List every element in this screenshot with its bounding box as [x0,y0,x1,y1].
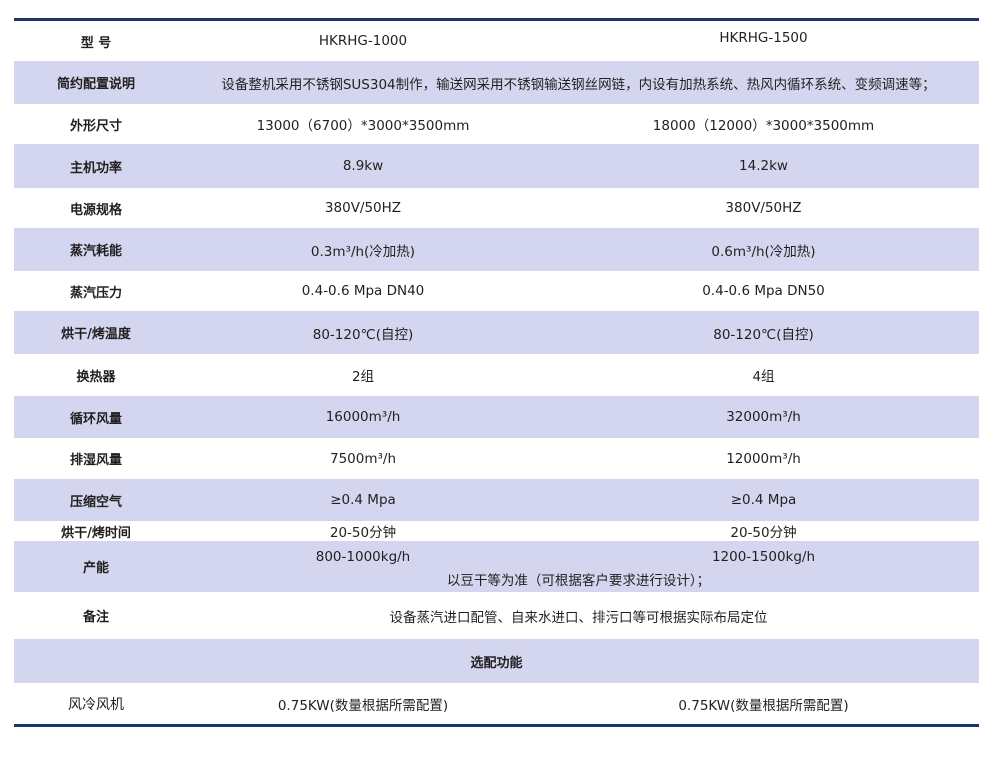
value-1500: 380V/50HZ [725,200,802,216]
table-row: 外形尺寸 13000（6700）*3000*3500mm 18000（12000… [14,104,979,144]
value-1000: 7500m³/h [329,450,397,467]
table-row: 蒸汽耗能 0.3m³/h(冷加热) 0.6m³/h(冷加热) [14,228,979,271]
row-label: 烘干/烤温度 [61,327,131,342]
value-1000: 16000m³/h [325,409,401,425]
row-label: 电源规格 [69,202,122,218]
model-row: 型 号 HKRHG-1000 HKRHG-1500 [14,21,979,61]
table-row: 压缩空气 ≥0.4 Mpa ≥0.4 Mpa [14,479,979,521]
capacity-label: 产能 [82,561,109,576]
option-label: 风冷风机 [68,696,124,713]
row-label: 压缩空气 [69,494,122,510]
description: 设备整机采用不锈钢SUS304制作，输送网采用不锈钢输送钢丝网链，内设有加热系统… [221,76,936,93]
value-1500: 18000（12000）*3000*3500mm [652,118,875,134]
table-row: 排湿风量 7500m³/h 12000m³/h [14,438,979,479]
spec-table: 型 号 HKRHG-1000 HKRHG-1500 简约配置说明 设备整机采用不… [14,18,979,727]
value-1500: 20-50分钟 [730,525,797,541]
capacity-1000: 800-1000kg/h [315,549,411,565]
value-1500: 32000m³/h [726,409,801,425]
model-label: 型 号 [80,35,112,51]
table-row: 烘干/烤温度 80-120℃(自控) 80-120℃(自控) [14,311,979,354]
value-1500: ≥0.4 Mpa [730,492,797,508]
capacity-1500: 1200-1500kg/h [711,549,816,565]
value-1000: 380V/50HZ [324,200,402,216]
row-label: 循环风量 [69,411,122,427]
value-1500: 0.6m³/h(冷加热) [711,243,816,260]
value-1000: 0.3m³/h(冷加热) [310,243,416,260]
capacity-row: 产能 800-1000kg/h 1200-1500kg/h 以豆干等为准（可根据… [14,541,979,592]
value-1000: 80-120℃(自控) [312,326,414,343]
row-label: 蒸汽耗能 [69,244,122,259]
value-1000: 13000（6700）*3000*3500mm [256,118,470,134]
table-row: 蒸汽压力 0.4-0.6 Mpa DN40 0.4-0.6 Mpa DN50 [14,271,979,311]
table-row: 烘干/烤时间 20-50分钟 20-50分钟 [14,521,979,541]
options-header: 选配功能 [470,655,523,671]
value-1500: 80-120℃(自控) [713,326,814,343]
model-1000: HKRHG-1000 [318,33,408,49]
model-1500: HKRHG-1500 [719,30,808,46]
row-label: 烘干/烤时间 [61,525,131,541]
remark-text: 设备蒸汽进口配管、自来水进口、排污口等可根据实际布局定位 [389,609,768,626]
value-1000: ≥0.4 Mpa [330,492,396,508]
option-row: 风冷风机 0.75KW(数量根据所需配置) 0.75KW(数量根据所需配置) [14,683,979,724]
table-row: 电源规格 380V/50HZ 380V/50HZ [14,188,979,228]
value-1000: 2组 [351,369,375,385]
row-label: 蒸汽压力 [69,285,122,301]
table-row: 主机功率 8.9kw 14.2kw [14,144,979,188]
row-label: 外形尺寸 [69,118,122,134]
remark-row: 备注 设备蒸汽进口配管、自来水进口、排污口等可根据实际布局定位 [14,592,979,639]
remark-label: 备注 [82,610,109,625]
option-1500: 0.75KW(数量根据所需配置) [678,697,849,714]
value-1500: 4组 [752,369,775,385]
table-row: 换热器 2组 4组 [14,354,979,396]
row-label: 简约配置说明 [56,77,135,92]
table-row: 循环风量 16000m³/h 32000m³/h [14,396,979,438]
row-label: 排湿风量 [69,453,122,468]
row-label: 主机功率 [69,160,122,176]
capacity-note: 以豆干等为准（可根据客户要求进行设计）； [446,573,711,589]
table-row: 简约配置说明 设备整机采用不锈钢SUS304制作，输送网采用不锈钢输送钢丝网链，… [14,61,979,104]
value-1500: 14.2kw [739,158,788,174]
value-1500: 0.4-0.6 Mpa DN50 [702,283,825,299]
value-1500: 12000m³/h [726,450,801,467]
value-1000: 8.9kw [342,158,384,174]
row-label: 换热器 [76,369,116,385]
value-1000: 0.4-0.6 Mpa DN40 [301,283,425,299]
value-1000: 20-50分钟 [329,525,397,541]
option-1000: 0.75KW(数量根据所需配置) [277,697,449,714]
options-header-row: 选配功能 [14,639,979,683]
